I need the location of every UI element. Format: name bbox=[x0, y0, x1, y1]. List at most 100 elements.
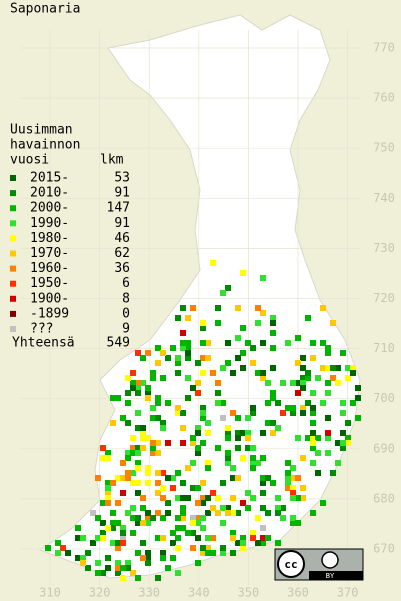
observation-square bbox=[255, 305, 261, 311]
observation-square bbox=[180, 305, 186, 311]
observation-square bbox=[135, 425, 141, 431]
observation-square bbox=[85, 565, 91, 571]
observation-square bbox=[110, 520, 116, 526]
observation-square bbox=[225, 435, 231, 441]
observation-square bbox=[155, 575, 161, 581]
observation-square bbox=[230, 370, 236, 376]
observation-square bbox=[250, 405, 256, 411]
observation-square bbox=[155, 510, 161, 516]
observation-square bbox=[310, 390, 316, 396]
observation-square bbox=[215, 305, 221, 311]
observation-square bbox=[260, 525, 266, 531]
observation-square bbox=[295, 435, 301, 441]
observation-square bbox=[295, 380, 301, 386]
observation-square bbox=[355, 385, 361, 391]
observation-square bbox=[125, 390, 131, 396]
observation-square bbox=[125, 510, 131, 516]
legend-label: 1960- bbox=[30, 261, 69, 276]
observation-square bbox=[340, 440, 346, 446]
legend-swatch bbox=[10, 326, 16, 332]
observation-square bbox=[250, 530, 256, 536]
observation-square bbox=[140, 445, 146, 451]
observation-square bbox=[220, 365, 226, 371]
observation-square bbox=[300, 355, 306, 361]
observation-square bbox=[200, 480, 206, 486]
legend-label: 1950- bbox=[30, 276, 69, 291]
observation-square bbox=[110, 525, 116, 531]
observation-square bbox=[190, 485, 196, 491]
observation-square bbox=[80, 560, 86, 566]
observation-square bbox=[110, 395, 116, 401]
observation-square bbox=[310, 430, 316, 436]
observation-square bbox=[165, 510, 171, 516]
observation-square bbox=[265, 535, 271, 541]
observation-square bbox=[190, 305, 196, 311]
observation-square bbox=[355, 395, 361, 401]
observation-square bbox=[205, 535, 211, 541]
observation-square bbox=[175, 315, 181, 321]
observation-square bbox=[295, 335, 301, 341]
observation-square bbox=[325, 380, 331, 386]
observation-square bbox=[210, 260, 216, 266]
observation-square bbox=[80, 535, 86, 541]
observation-square bbox=[260, 340, 266, 346]
observation-square bbox=[95, 535, 101, 541]
observation-square bbox=[180, 410, 186, 416]
observation-square bbox=[145, 435, 151, 441]
observation-square bbox=[195, 515, 201, 521]
observation-square bbox=[215, 390, 221, 396]
observation-square bbox=[200, 525, 206, 531]
observation-square bbox=[270, 345, 276, 351]
observation-square bbox=[260, 430, 266, 436]
observation-square bbox=[145, 385, 151, 391]
observation-square bbox=[220, 290, 226, 296]
observation-square bbox=[200, 545, 206, 551]
legend-count: 0 bbox=[122, 306, 130, 321]
observation-square bbox=[340, 410, 346, 416]
observation-square bbox=[120, 565, 126, 571]
observation-square bbox=[250, 360, 256, 366]
observation-square bbox=[235, 540, 241, 546]
observation-square bbox=[260, 535, 266, 541]
y-axis-label: 760 bbox=[373, 91, 395, 105]
observation-square bbox=[140, 555, 146, 561]
observation-square bbox=[205, 550, 211, 556]
observation-square bbox=[300, 375, 306, 381]
observation-square bbox=[300, 485, 306, 491]
observation-square bbox=[185, 340, 191, 346]
observation-square bbox=[195, 535, 201, 541]
observation-square bbox=[175, 355, 181, 361]
observation-square bbox=[225, 430, 231, 436]
observation-square bbox=[190, 460, 196, 466]
observation-square bbox=[300, 380, 306, 386]
observation-square bbox=[330, 470, 336, 476]
legend-label: ??? bbox=[30, 322, 53, 337]
observation-square bbox=[120, 540, 126, 546]
legend-total: 549 bbox=[107, 336, 130, 351]
observation-square bbox=[105, 480, 111, 486]
observation-square bbox=[255, 540, 261, 546]
observation-square bbox=[170, 555, 176, 561]
observation-square bbox=[220, 520, 226, 526]
y-axis-label: 710 bbox=[373, 341, 395, 355]
observation-square bbox=[155, 470, 161, 476]
observation-square bbox=[150, 445, 156, 451]
observation-square bbox=[240, 270, 246, 276]
x-axis-label: 360 bbox=[287, 586, 309, 600]
observation-square bbox=[135, 350, 141, 356]
observation-square bbox=[245, 415, 251, 421]
observation-square bbox=[320, 500, 326, 506]
observation-square bbox=[240, 500, 246, 506]
legend-swatch bbox=[10, 205, 16, 212]
observation-square bbox=[260, 375, 266, 381]
observation-square bbox=[220, 505, 226, 511]
observation-square bbox=[120, 575, 126, 581]
observation-square bbox=[285, 340, 291, 346]
observation-square bbox=[120, 525, 126, 531]
observation-square bbox=[340, 445, 346, 451]
observation-square bbox=[250, 460, 256, 466]
observation-square bbox=[195, 390, 201, 396]
observation-square bbox=[180, 515, 186, 521]
observation-square bbox=[340, 400, 346, 406]
observation-square bbox=[165, 355, 171, 361]
